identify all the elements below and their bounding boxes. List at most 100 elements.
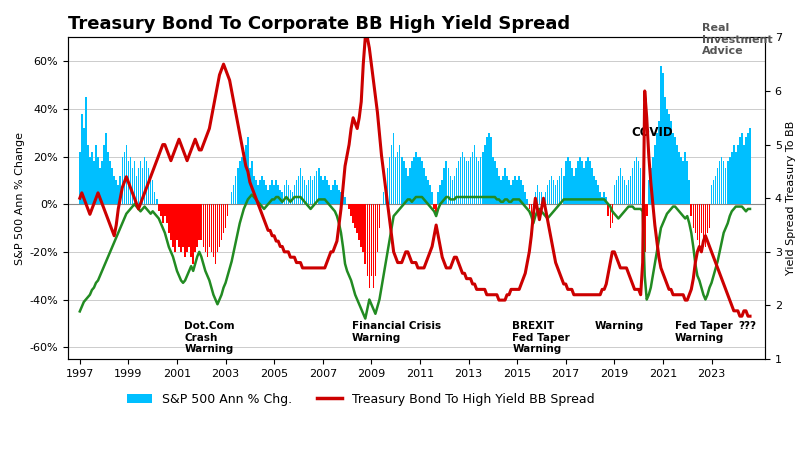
Bar (322, 180, 324, 204)
Bar (701, 204, 702, 233)
Text: COVID: COVID (631, 125, 673, 139)
Bar (212, 204, 214, 257)
Bar (219, 204, 221, 247)
Bar (518, 176, 520, 204)
Bar (603, 192, 605, 204)
Bar (312, 180, 313, 204)
Bar (676, 145, 678, 204)
Bar (272, 180, 273, 204)
Bar (393, 133, 394, 204)
Bar (607, 204, 609, 216)
Bar (223, 204, 225, 233)
Bar (103, 145, 105, 204)
Bar (496, 168, 498, 204)
Bar (745, 137, 747, 204)
Bar (314, 176, 315, 204)
Bar (662, 73, 663, 204)
Bar (239, 161, 241, 204)
Bar (620, 168, 621, 204)
Bar (656, 133, 658, 204)
Bar (207, 204, 208, 257)
Bar (646, 204, 647, 216)
Bar (555, 185, 556, 204)
Bar (105, 133, 107, 204)
Text: Fed Taper
Warning: Fed Taper Warning (675, 321, 733, 342)
Bar (714, 176, 716, 204)
Bar (573, 176, 575, 204)
Bar (425, 176, 427, 204)
Bar (79, 152, 80, 204)
Bar (461, 152, 463, 204)
Bar (126, 145, 127, 204)
Bar (513, 180, 514, 204)
Bar (698, 204, 700, 247)
Bar (504, 168, 506, 204)
Bar (172, 204, 174, 247)
Bar (530, 204, 532, 216)
Bar (288, 185, 290, 204)
Bar (579, 157, 581, 204)
Bar (529, 204, 530, 209)
Bar (158, 204, 160, 211)
Bar (624, 180, 625, 204)
Bar (174, 204, 176, 252)
Bar (482, 152, 483, 204)
Bar (706, 204, 708, 233)
Bar (737, 145, 739, 204)
Bar (342, 195, 344, 204)
Bar (637, 161, 639, 204)
Text: ???: ??? (738, 321, 757, 331)
Bar (472, 152, 474, 204)
Bar (587, 157, 589, 204)
Bar (148, 168, 149, 204)
Text: Treasury Bond To Corporate BB High Yield Spread: Treasury Bond To Corporate BB High Yield… (67, 15, 570, 33)
Bar (666, 109, 667, 204)
Bar (549, 180, 551, 204)
Bar (364, 204, 366, 264)
Bar (375, 204, 376, 276)
Bar (694, 204, 696, 233)
Bar (387, 168, 388, 204)
Bar (557, 180, 559, 204)
Bar (144, 157, 145, 204)
Bar (265, 185, 267, 204)
Bar (719, 161, 720, 204)
Bar (693, 204, 694, 228)
Bar (376, 204, 378, 252)
Bar (204, 204, 206, 252)
Bar (89, 157, 91, 204)
Bar (484, 145, 486, 204)
Bar (360, 204, 362, 247)
Bar (150, 176, 152, 204)
Bar (506, 176, 508, 204)
Bar (237, 168, 238, 204)
Bar (480, 157, 482, 204)
Bar (614, 185, 615, 204)
Bar (176, 204, 178, 240)
Bar (749, 128, 751, 204)
Bar (470, 157, 471, 204)
Bar (494, 161, 496, 204)
Bar (409, 168, 410, 204)
Bar (490, 137, 491, 204)
Bar (302, 176, 303, 204)
Bar (437, 192, 439, 204)
Bar (269, 185, 271, 204)
Bar (192, 204, 194, 264)
Bar (686, 161, 688, 204)
Bar (352, 204, 354, 223)
Bar (399, 145, 401, 204)
Bar (660, 66, 662, 204)
Bar (166, 204, 168, 223)
Bar (533, 204, 534, 211)
Bar (680, 157, 682, 204)
Bar (559, 176, 560, 204)
Bar (440, 185, 441, 204)
Bar (290, 190, 291, 204)
Bar (652, 157, 654, 204)
Bar (247, 137, 249, 204)
Bar (733, 145, 735, 204)
Y-axis label: Yield Spread Treasury To BB: Yield Spread Treasury To BB (786, 121, 796, 275)
Bar (285, 180, 287, 204)
Bar (184, 204, 186, 257)
